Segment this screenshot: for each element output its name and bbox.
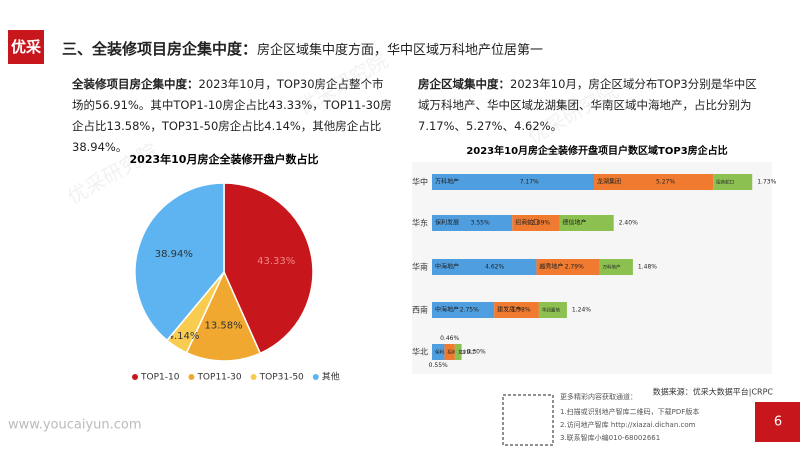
category-label: 华南 xyxy=(412,262,428,272)
pie-slice xyxy=(134,182,225,342)
slice-label: 43.33% xyxy=(257,256,295,267)
bar-segment xyxy=(444,344,455,360)
segment-name: 华润置地 xyxy=(542,307,560,314)
bar-segment xyxy=(432,174,595,190)
legend-label: TOP31-50 xyxy=(259,373,304,383)
source: 数据来源：优采大数据平台|CRPC xyxy=(653,387,774,397)
value-label: 3.55% xyxy=(471,220,490,227)
segment-name: 龙湖集团 xyxy=(597,178,621,186)
segment-name: 保利发展 xyxy=(435,219,459,227)
value-label: 2.40% xyxy=(619,220,638,227)
bar-segment xyxy=(432,259,537,275)
qr-code xyxy=(502,394,554,446)
body: 2023年10月，房企区域分布TOP3分别是华中区域万科地产、华中区域龙湖集团、… xyxy=(418,77,757,133)
bar-segment xyxy=(512,215,560,231)
legend-label: TOP11-30 xyxy=(196,373,241,383)
segment-name: 万科地产 xyxy=(602,264,620,271)
site: www.youcaiyun.com xyxy=(8,418,142,433)
bar-segment xyxy=(432,215,513,231)
value-label: 2.79% xyxy=(565,264,584,271)
value-label: 0.55% xyxy=(429,362,448,369)
legend-label: 其他 xyxy=(322,371,340,383)
slice-label: 38.94% xyxy=(155,249,193,260)
bar-segment xyxy=(432,302,495,318)
value-label: 0.30% xyxy=(467,349,486,356)
legend-marker xyxy=(250,374,257,380)
chart-title: 2023年10月房企全装修开盘项目户数区域TOP3房企占比 xyxy=(466,144,727,157)
legend-label: TOP1-10 xyxy=(140,373,180,383)
segment-name: 万科地产 xyxy=(435,178,459,186)
bar-segment xyxy=(713,174,753,190)
watermark: 优采研究院 xyxy=(293,48,392,119)
lead: 房企区域集中度： xyxy=(418,77,510,91)
segment-name: 建发房产 xyxy=(497,306,521,314)
page-number: 6 xyxy=(774,415,782,430)
title-bold: 三、全装修项目房企集中度： xyxy=(62,40,258,58)
value-label: 7.17% xyxy=(520,179,539,186)
watermark: 优采研究院 xyxy=(523,78,622,149)
slice-label: 4.14% xyxy=(168,331,200,342)
watermark: 优采研究院 xyxy=(63,138,162,209)
legend-marker xyxy=(312,374,319,380)
page-box xyxy=(755,402,800,442)
segment-name: 保利发展 xyxy=(435,349,453,356)
logo: 优采 xyxy=(8,30,44,64)
bar-segment xyxy=(594,174,714,190)
value-label: 1.73% xyxy=(757,179,776,186)
segment-name: 德信地产 xyxy=(562,219,586,227)
value-label: 1.48% xyxy=(638,264,657,271)
header-title: 三、全装修项目房企集中度：房企区域集中度方面，华中区域万科地产位居第一 xyxy=(62,38,543,59)
segment-name: 中海地产 xyxy=(435,306,459,314)
segment-name: 中海地产 xyxy=(435,263,459,271)
value-label: 0.46% xyxy=(440,335,459,342)
segment-name: 招商蛇口 xyxy=(515,219,539,227)
category-label: 华北 xyxy=(412,347,428,357)
value-label: 4.62% xyxy=(485,264,504,271)
value-label: 1.98% xyxy=(511,307,530,314)
bar-segment xyxy=(454,344,462,360)
legend-marker xyxy=(132,374,138,380)
bar-segment xyxy=(538,302,567,318)
value-label: 2.75% xyxy=(460,307,479,314)
segment-name: 北京建工 xyxy=(458,349,476,356)
slice-label: 13.58% xyxy=(205,320,243,331)
title-rest: 房企区域集中度方面，华中区域万科地产位居第一 xyxy=(257,43,544,58)
qr-line: 3.联系智库小编010-68002661 xyxy=(560,433,660,442)
body: 2023年10月，TOP30房企占整个市场的56.91%。其中TOP1-10房企… xyxy=(72,77,392,154)
qr-line: 1.扫描或识别地产智库二维码，下载PDF版本 xyxy=(560,407,699,416)
value-label: 2.09% xyxy=(531,220,550,227)
value-label: 1.24% xyxy=(572,307,591,314)
category-label: 华东 xyxy=(412,218,428,228)
value-label: 5.27% xyxy=(656,179,675,186)
qr-line: 2.访问地产智库 http://xiazai.dichan.com xyxy=(560,420,696,429)
pie-slice xyxy=(185,270,262,362)
category-label: 西南 xyxy=(412,305,428,315)
chart-title: 2023年10月房企全装修开盘户数占比 xyxy=(130,152,319,166)
segment-name: 招商蛇口 xyxy=(716,179,734,186)
bar-segment xyxy=(536,259,600,275)
left-text: 全装修项目房企集中度：2023年10月，TOP30房企占整个市场的56.91%。… xyxy=(72,74,392,158)
bar-segment xyxy=(559,215,614,231)
category-label: 华中 xyxy=(412,177,428,187)
lead: 全装修项目房企集中度： xyxy=(72,77,199,91)
bar-segment xyxy=(494,302,539,318)
bar-segment xyxy=(599,259,633,275)
legend-marker xyxy=(188,374,195,380)
right-text: 房企区域集中度：2023年10月，房企区域分布TOP3分别是华中区域万科地产、华… xyxy=(418,74,758,137)
segment-name: 越秀地产 xyxy=(539,263,563,271)
qr-title: 更多精彩内容获取通道： xyxy=(560,392,637,401)
bar-segment xyxy=(432,344,445,360)
pie-slice xyxy=(223,182,314,355)
